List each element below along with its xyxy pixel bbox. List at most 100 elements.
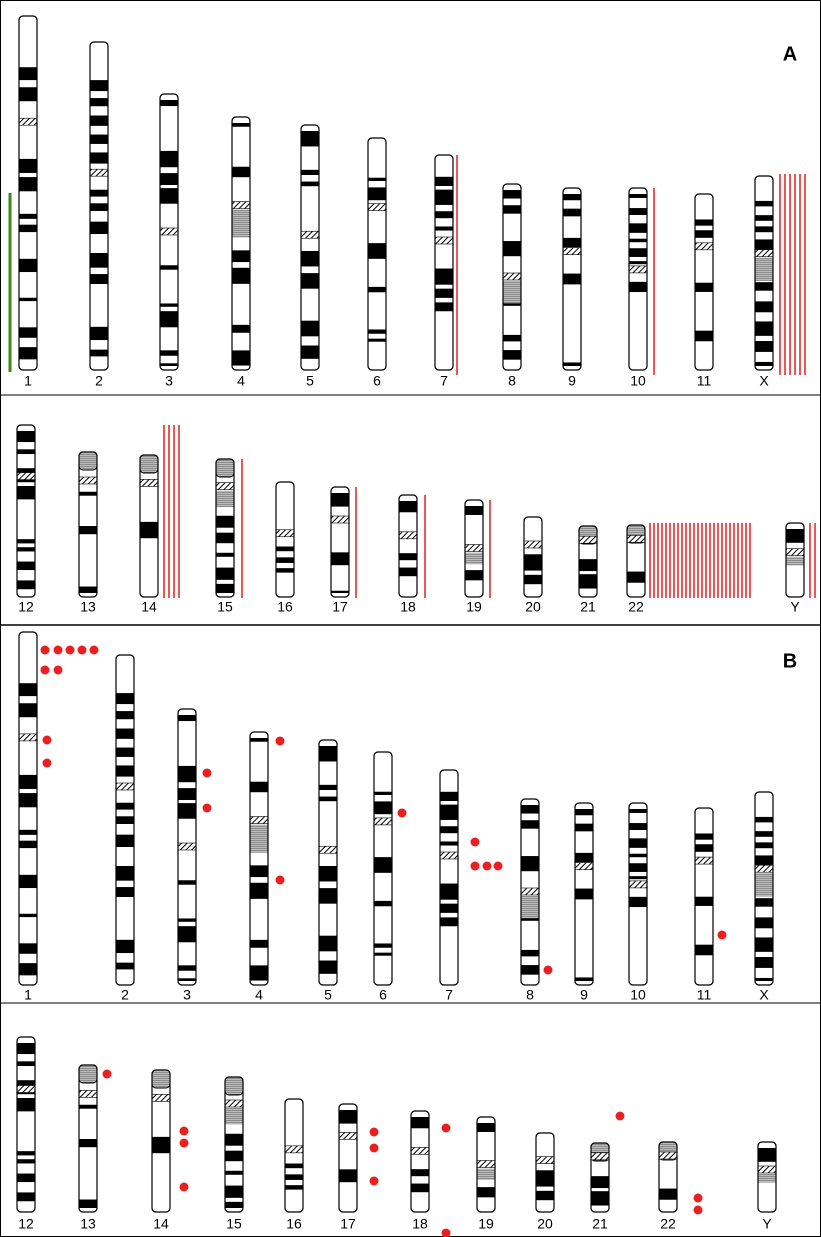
chromosome <box>536 1133 554 1212</box>
band <box>399 501 417 512</box>
chromosome <box>440 770 458 985</box>
band <box>575 977 593 981</box>
chromosome-label: 9 <box>568 373 576 389</box>
band <box>755 226 773 232</box>
chromosome-label: 2 <box>95 373 103 389</box>
band <box>225 1202 243 1208</box>
centromere <box>435 237 453 244</box>
band <box>368 329 386 333</box>
chromosome-label: 19 <box>478 1216 494 1232</box>
chromosome <box>368 138 386 370</box>
centromere <box>285 1146 303 1153</box>
chromosome <box>374 752 392 985</box>
band <box>301 182 319 187</box>
band <box>19 830 37 835</box>
centromere <box>319 846 337 853</box>
band <box>524 575 542 584</box>
chromosome-body <box>629 188 647 370</box>
band <box>477 1123 495 1132</box>
band <box>79 492 97 496</box>
band <box>19 914 37 917</box>
centromere <box>17 473 35 480</box>
heterochromatin <box>786 557 804 566</box>
band <box>285 1164 303 1169</box>
band <box>79 587 97 593</box>
band <box>536 1191 554 1200</box>
satellite <box>79 452 97 470</box>
chromosome-body <box>629 803 647 985</box>
chromosome-label: 11 <box>697 987 712 1003</box>
band <box>521 950 539 956</box>
chromosome-label: 14 <box>141 599 157 615</box>
band <box>160 363 178 366</box>
red-dot <box>41 666 50 675</box>
chromosome <box>786 523 804 597</box>
chromosome-body <box>79 452 97 597</box>
chromosome-label: 15 <box>226 1216 242 1232</box>
band <box>19 225 37 232</box>
band <box>575 853 593 862</box>
chromosome-label: 12 <box>18 599 34 615</box>
chromosome <box>591 1143 609 1212</box>
chromosome-body <box>440 770 458 985</box>
band <box>178 978 196 981</box>
band <box>319 866 337 881</box>
band <box>19 875 37 888</box>
band <box>19 963 37 975</box>
band <box>178 918 196 921</box>
band <box>331 493 349 507</box>
satellite <box>225 1077 243 1095</box>
chromosome-label: 9 <box>580 987 588 1003</box>
chromosome-label: 13 <box>80 1216 96 1232</box>
centromere <box>399 532 417 539</box>
chromosome <box>250 732 268 985</box>
band <box>17 562 35 571</box>
band <box>629 223 647 233</box>
red-dot <box>180 1183 189 1192</box>
chromosome-label: 7 <box>440 373 448 389</box>
band <box>285 1185 303 1189</box>
band <box>276 568 294 572</box>
band <box>116 887 134 897</box>
chromosome <box>140 455 158 597</box>
band <box>331 591 349 593</box>
chromosome-label: 5 <box>306 373 314 389</box>
band <box>116 963 134 970</box>
band <box>440 884 458 900</box>
heterochromatin <box>755 873 773 896</box>
band <box>19 259 37 272</box>
chromosome <box>319 740 337 985</box>
band <box>629 248 647 257</box>
band <box>116 940 134 953</box>
band <box>591 1191 609 1205</box>
band <box>374 792 392 795</box>
band <box>629 838 647 848</box>
centromere <box>563 248 581 255</box>
red-dot <box>370 1144 379 1153</box>
chromosome <box>695 194 713 370</box>
red-dot <box>370 1128 379 1137</box>
band <box>19 214 37 219</box>
band <box>17 431 35 442</box>
band <box>79 1200 97 1208</box>
chromosome <box>339 1104 357 1212</box>
red-dot <box>66 646 75 655</box>
band <box>17 449 35 454</box>
band <box>503 241 521 256</box>
chromosome <box>19 16 37 370</box>
chromosome <box>755 176 773 370</box>
chromosome-label: 15 <box>217 599 233 615</box>
band <box>285 1174 303 1180</box>
chromosome-label: 16 <box>277 599 293 615</box>
heterochromatin <box>521 896 539 918</box>
red-dot <box>398 809 407 818</box>
chromosome <box>17 1037 35 1212</box>
band <box>758 1148 776 1162</box>
centromere <box>339 1132 357 1139</box>
band <box>116 765 134 776</box>
band <box>160 100 178 106</box>
centromere <box>465 545 483 552</box>
band <box>579 574 597 588</box>
band <box>90 350 108 357</box>
band <box>232 167 250 177</box>
